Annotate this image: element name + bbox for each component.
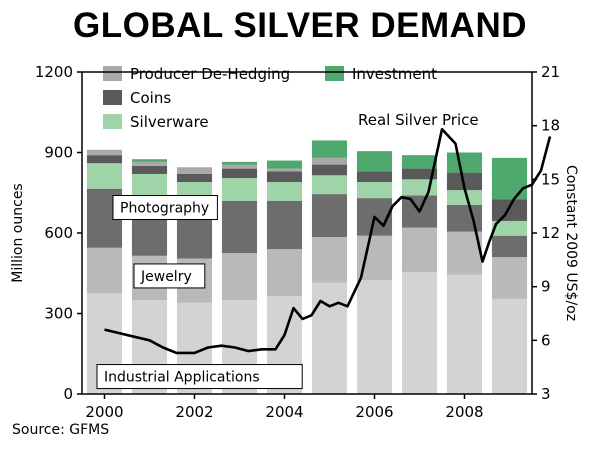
bar-investment-2003 — [221, 161, 258, 165]
y2-tick-label: 9 — [541, 278, 551, 296]
x-tick-label: 2006 — [355, 403, 393, 421]
bar-jewelry-2005 — [311, 237, 348, 283]
bar-photography-2003 — [221, 200, 258, 254]
bar-investment-2006 — [356, 151, 393, 172]
bar-label-industrial: Industrial Applications — [96, 364, 303, 390]
axes-layer: 0 300 600 900 1200 3 6 9 12 15 18 21 2000 2002 2004 200… — [10, 63, 579, 421]
bar-hedging-2000 — [86, 149, 123, 156]
bar-label-text: Photography — [120, 201, 209, 217]
bar-silverware-2004 — [266, 182, 303, 201]
bar-investment-2005 — [311, 140, 348, 158]
bar-investment-2001 — [131, 159, 168, 162]
bar-coins-2008 — [446, 172, 483, 191]
y2-tick-label: 21 — [541, 63, 560, 81]
bar-industrial-2006 — [356, 279, 393, 394]
bar-silverware-2005 — [311, 175, 348, 195]
y2-tick-label: 15 — [541, 170, 560, 188]
bar-coins-2006 — [356, 171, 393, 183]
bar-hedging-2003 — [221, 164, 258, 169]
bar-label-photography: Photography — [112, 195, 218, 221]
source-note: Source: GFMS — [12, 422, 110, 438]
y2-tick-label: 12 — [541, 224, 560, 242]
legend-swatch — [103, 66, 122, 81]
bar-hedging-2005 — [311, 157, 348, 165]
bar-industrial-2005 — [311, 282, 348, 394]
bar-coins-2001 — [131, 165, 168, 174]
bar-labels-layer: Photography Jewelry Industrial Application… — [96, 195, 303, 390]
bar-label-box — [96, 364, 303, 390]
y-tick-label: 0 — [63, 385, 73, 403]
bar-label-box — [112, 195, 218, 221]
bar-industrial-2007 — [401, 271, 438, 394]
price-line-layer: Real Silver Price — [104, 111, 552, 355]
bar-hedging-2001 — [131, 161, 168, 166]
legend-item-hedging: Producer De-Hedging — [103, 65, 290, 83]
bar-photography-2009 — [491, 235, 528, 258]
bar-hedging-2004 — [266, 168, 303, 172]
bar-silverware-2009 — [491, 220, 528, 236]
bar-silverware-2000 — [86, 163, 123, 189]
x-tick-label: 2000 — [85, 403, 123, 421]
bar-silverware-2003 — [221, 177, 258, 201]
bar-label-text: Industrial Applications — [104, 370, 260, 386]
y2-tick-label: 6 — [541, 331, 551, 349]
price-line-label: Real Silver Price — [358, 111, 479, 129]
legend-item-silverware: Silverware — [103, 113, 209, 131]
x-tick-label: 2002 — [175, 403, 213, 421]
price-line — [104, 127, 552, 355]
x-tick-label: 2004 — [265, 403, 303, 421]
legend-swatch — [103, 114, 122, 129]
bar-coins-2000 — [86, 155, 123, 164]
legend: Producer De-Hedging Investment Coins Silver… — [103, 65, 437, 131]
y-tick-label: 600 — [44, 224, 73, 242]
bar-coins-2004 — [266, 171, 303, 183]
bar-jewelry-2007 — [401, 227, 438, 272]
legend-label: Coins — [130, 89, 171, 107]
x-tick-label: 2008 — [445, 403, 483, 421]
bar-investment-2007 — [401, 155, 438, 169]
bar-label-jewelry: Jewelry — [133, 263, 206, 289]
bar-photography-2005 — [311, 194, 348, 238]
legend-item-coins: Coins — [103, 89, 171, 107]
bar-industrial-2009 — [491, 298, 528, 394]
legend-swatch — [103, 90, 122, 105]
legend-label: Investment — [352, 65, 437, 83]
y2-tick-label: 18 — [541, 117, 560, 135]
bar-silverware-2006 — [356, 182, 393, 199]
chart-title: GLOBAL SILVER DEMAND — [73, 6, 527, 45]
y-tick-label: 1200 — [35, 63, 73, 81]
y2-tick-label: 3 — [541, 385, 551, 403]
bar-coins-2007 — [401, 168, 438, 180]
bar-jewelry-2004 — [266, 249, 303, 297]
legend-swatch — [325, 66, 344, 81]
bar-hedging-2002 — [176, 167, 213, 174]
legend-label: Producer De-Hedging — [130, 65, 290, 83]
bar-industrial-2008 — [446, 274, 483, 394]
bar-silverware-2008 — [446, 190, 483, 205]
bar-investment-2008 — [446, 152, 483, 173]
bar-jewelry-2000 — [86, 247, 123, 294]
bar-investment-2009 — [491, 157, 528, 200]
legend-label: Silverware — [130, 113, 209, 131]
legend-item-investment: Investment — [325, 65, 437, 83]
bar-coins-2005 — [311, 164, 348, 176]
bar-coins-2003 — [221, 168, 258, 178]
bar-investment-2004 — [266, 160, 303, 169]
bar-coins-2009 — [491, 199, 528, 221]
bar-photography-2008 — [446, 204, 483, 232]
bar-jewelry-2009 — [491, 257, 528, 299]
y-tick-label: 300 — [44, 305, 73, 323]
bar-jewelry-2003 — [221, 253, 258, 301]
bar-photography-2004 — [266, 200, 303, 250]
bar-label-text: Jewelry — [140, 269, 192, 285]
y-axis-label: Million ounces — [10, 183, 26, 282]
bar-coins-2002 — [176, 173, 213, 183]
y-tick-label: 900 — [44, 144, 73, 162]
y2-axis-label: Constant 2009 US$/oz — [563, 165, 579, 321]
bar-label-box — [133, 263, 206, 289]
